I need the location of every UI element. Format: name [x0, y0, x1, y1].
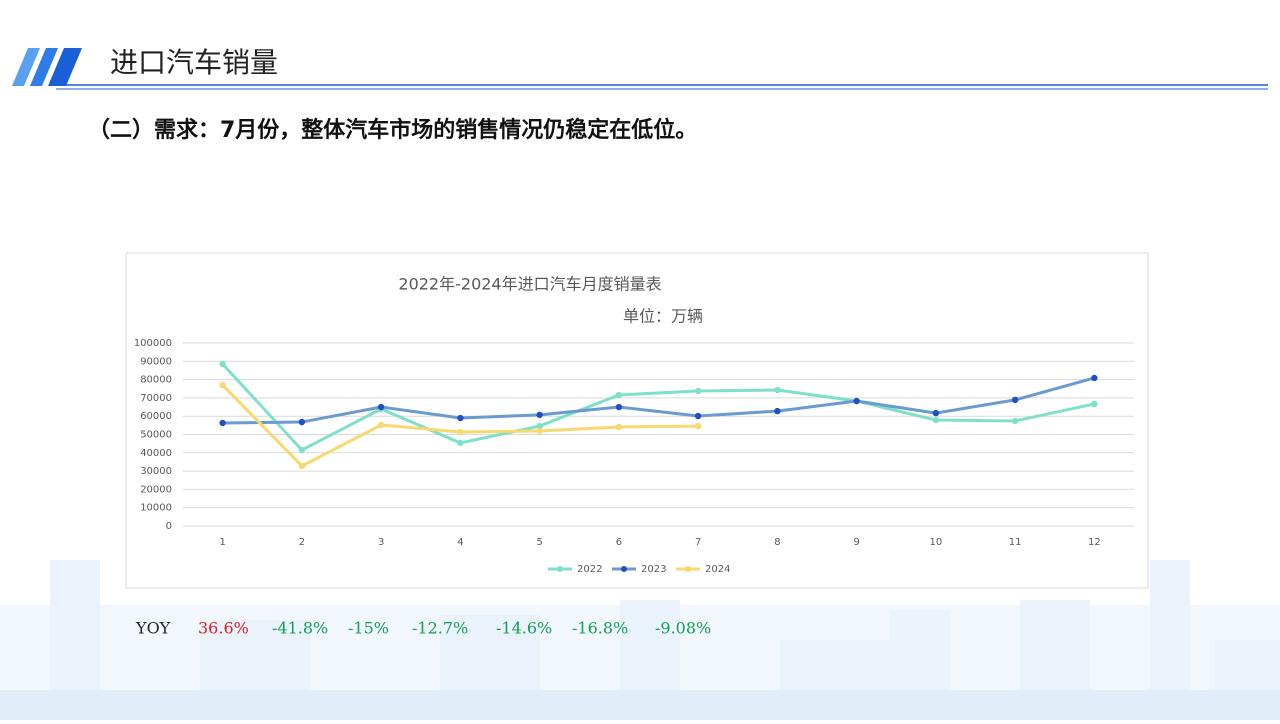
y-tick-label: 30000 — [140, 466, 172, 477]
x-tick-label: 10 — [930, 537, 943, 548]
y-tick-label: 70000 — [140, 393, 172, 404]
y-tick-label: 100000 — [134, 338, 172, 349]
yoy-value: -16.8% — [572, 619, 628, 638]
x-tick-label: 2 — [299, 537, 305, 548]
chart-title: 2022年-2024年进口汽车月度销量表 — [398, 275, 661, 294]
point — [219, 419, 226, 427]
legend-label: 2022 — [577, 564, 602, 575]
point — [774, 407, 781, 415]
legend-label: 2023 — [641, 564, 666, 575]
header-title: 进口汽车销量 — [110, 46, 278, 79]
point — [1011, 396, 1019, 404]
yoy-value: -15% — [348, 619, 389, 638]
y-tick-label: 80000 — [140, 375, 172, 386]
x-tick-label: 12 — [1088, 537, 1101, 548]
point — [298, 446, 306, 454]
x-tick-label: 5 — [536, 537, 542, 548]
chart-subtitle: 单位：万辆 — [623, 307, 703, 326]
yoy-value: -12.7% — [412, 619, 468, 638]
x-tick-label: 1 — [219, 537, 225, 548]
point — [615, 391, 623, 399]
legend-marker — [685, 566, 691, 572]
y-tick-label: 0 — [166, 521, 172, 532]
point — [694, 387, 702, 395]
point — [932, 409, 940, 417]
yoy-value: -9.08% — [655, 619, 711, 638]
point — [774, 386, 781, 394]
point — [219, 381, 226, 389]
point — [377, 403, 385, 411]
yoy-value: -41.8% — [272, 619, 328, 638]
x-tick-label: 3 — [378, 537, 384, 548]
yoy-value: -14.6% — [496, 619, 552, 638]
legend-marker — [557, 566, 563, 572]
legend-marker — [621, 566, 627, 572]
skyline — [0, 560, 1280, 720]
point — [457, 439, 464, 447]
y-tick-label: 90000 — [140, 356, 172, 367]
header-decor — [12, 48, 1268, 90]
legend-label: 2024 — [705, 564, 730, 575]
point — [219, 360, 226, 368]
yoy-label: YOY — [135, 619, 171, 638]
series-line — [222, 376, 1095, 425]
yoy-value: 36.6% — [198, 619, 249, 638]
point — [536, 427, 543, 435]
point — [694, 412, 702, 420]
point — [853, 397, 860, 405]
x-tick-label: 7 — [695, 537, 701, 548]
y-tick-label: 20000 — [140, 484, 172, 495]
header-subtitle: （二）需求：7月份，整体汽车市场的销售情况仍稳定在低位。 — [88, 117, 697, 143]
point — [536, 411, 543, 419]
point — [615, 423, 623, 431]
point — [298, 462, 306, 470]
y-tick-label: 60000 — [140, 411, 172, 422]
y-tick-label: 40000 — [140, 448, 172, 459]
point — [694, 422, 702, 430]
x-tick-label: 11 — [1009, 537, 1022, 548]
point — [377, 421, 385, 429]
x-tick-label: 8 — [774, 537, 780, 548]
point — [457, 428, 464, 436]
series-line — [221, 363, 1095, 452]
x-tick-label: 6 — [616, 537, 622, 548]
y-tick-label: 50000 — [140, 430, 172, 441]
point — [932, 416, 940, 424]
point — [536, 422, 543, 430]
x-tick-label: 9 — [853, 537, 859, 548]
point — [1011, 417, 1019, 425]
y-tick-label: 10000 — [140, 503, 172, 514]
point — [298, 418, 306, 426]
point — [457, 414, 464, 422]
point — [1091, 400, 1098, 408]
point — [1091, 374, 1098, 382]
point — [615, 403, 623, 411]
x-tick-label: 4 — [457, 537, 463, 548]
